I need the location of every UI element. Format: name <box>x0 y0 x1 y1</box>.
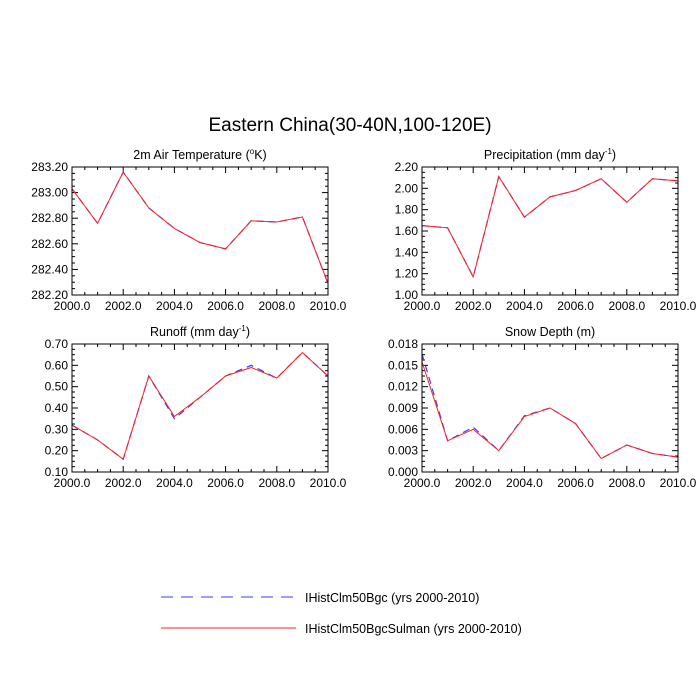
y-tick-label: 283.00 <box>31 186 68 200</box>
legend-label-1: IHistClm50Bgc (yrs 2000-2010) <box>305 591 479 605</box>
panel-2: Precipitation (mm day-1) 2000.0 2002.0 2004… <box>395 147 697 313</box>
y-tick-label: 0.018 <box>388 337 418 351</box>
y-tick-label: 0.009 <box>388 401 418 415</box>
y-tick-label: 0.30 <box>45 422 69 436</box>
y-tick-label: 282.60 <box>31 237 68 251</box>
x-tick-label: 2008.0 <box>258 299 295 313</box>
axis-ticks <box>71 343 329 473</box>
x-tick-label: 2010.0 <box>310 299 347 313</box>
panel-title-text: 2m Air Temperature ( <box>133 148 250 162</box>
x-tick-label: 2010.0 <box>660 299 697 313</box>
y-tick-label: 0.006 <box>388 422 418 436</box>
y-tick-label: 0.015 <box>388 358 418 372</box>
axis-ticks <box>421 166 679 296</box>
y-tick-label: 1.80 <box>395 203 419 217</box>
x-tick-label: 2006.0 <box>207 299 244 313</box>
y-tick-label: 1.60 <box>395 224 419 238</box>
x-tick-label: 2002.0 <box>455 299 492 313</box>
y-tick-label: 0.70 <box>45 337 69 351</box>
series-line-1 <box>72 170 328 284</box>
y-tick-label: 1.40 <box>395 245 419 259</box>
legend-label-2: IHistClm50BgcSulman (yrs 2000-2010) <box>305 622 522 636</box>
x-tick-label: 2010.0 <box>310 476 347 490</box>
panel-4: Snow Depth (m) 2000.0 2002.0 2004.0 2006.0 20… <box>388 325 697 490</box>
panel-title-text: Precipitation (mm day <box>484 148 606 162</box>
y-tick-label: 283.20 <box>31 160 68 174</box>
x-tick-label: 2000.0 <box>404 476 441 490</box>
plot-frame <box>71 343 329 473</box>
y-tick-label: 0.60 <box>45 358 69 372</box>
y-tick-label: 0.20 <box>45 444 69 458</box>
y-tick-label: 0.012 <box>388 380 418 394</box>
y-tick-label: 0.40 <box>45 401 69 415</box>
series-line-1 <box>72 351 328 461</box>
y-tick-label: 2.00 <box>395 181 419 195</box>
y-tick-label: 0.000 <box>388 465 418 479</box>
axis-ticks <box>71 166 329 296</box>
x-tick-label: 2002.0 <box>105 476 142 490</box>
panel-title: 2m Air Temperature (oK) <box>133 147 266 162</box>
panel-1: 2m Air Temperature (oK) 2000.0 2002.0 2004.… <box>31 147 346 313</box>
x-tick-label: 2008.0 <box>608 476 645 490</box>
panel-3: Runoff (mm day-1) 2000.0 2002.0 2004.0 2006.… <box>45 324 347 490</box>
x-tick-label: 2006.0 <box>557 299 594 313</box>
y-tick-label: 282.20 <box>31 288 68 302</box>
x-tick-label: 2008.0 <box>258 476 295 490</box>
panel-title-tail: ) <box>246 325 250 339</box>
y-tick-label: 2.20 <box>395 160 419 174</box>
panel-title-text: Snow Depth (m) <box>505 325 595 339</box>
plot-frame <box>421 166 679 296</box>
series-line-2 <box>72 171 328 284</box>
x-tick-label: 2004.0 <box>506 299 543 313</box>
plot-frame <box>421 343 679 473</box>
y-tick-label: 282.80 <box>31 211 68 225</box>
legend: IHistClm50Bgc (yrs 2000-2010) IHistClm50B… <box>161 591 522 636</box>
panel-title: Runoff (mm day-1) <box>150 324 250 339</box>
panel-title: Precipitation (mm day-1) <box>484 147 616 162</box>
panel-title: Snow Depth (m) <box>505 325 595 339</box>
x-tick-label: 2002.0 <box>105 299 142 313</box>
figure-title: Eastern China(30-40N,100-120E) <box>208 115 491 136</box>
plot-frame <box>71 166 329 296</box>
series-line-2 <box>72 351 328 461</box>
panels: 2m Air Temperature (oK) 2000.0 2002.0 2004.… <box>31 147 696 490</box>
panel-title-tail: ) <box>612 148 616 162</box>
panel-title-text: Runoff (mm day <box>150 325 239 339</box>
x-tick-label: 2006.0 <box>207 476 244 490</box>
y-tick-label: 282.40 <box>31 262 68 276</box>
x-tick-label: 2000.0 <box>54 299 91 313</box>
series-line-1 <box>422 175 678 279</box>
x-tick-label: 2000.0 <box>404 299 441 313</box>
y-tick-label: 1.00 <box>395 288 419 302</box>
x-tick-label: 2008.0 <box>608 299 645 313</box>
x-tick-label: 2002.0 <box>455 476 492 490</box>
x-tick-label: 2004.0 <box>506 476 543 490</box>
panel-title-superscript: -1 <box>605 147 613 156</box>
panel-title-superscript: o <box>250 147 255 156</box>
x-tick-label: 2006.0 <box>557 476 594 490</box>
y-tick-label: 1.20 <box>395 267 419 281</box>
panel-title-superscript: -1 <box>239 324 247 333</box>
series-line-2 <box>422 361 678 460</box>
y-tick-label: 0.10 <box>45 465 69 479</box>
series-line-2 <box>422 175 678 279</box>
y-tick-label: 0.003 <box>388 444 418 458</box>
y-tick-label: 0.50 <box>45 380 69 394</box>
panel-title-tail: K) <box>254 148 267 162</box>
x-tick-label: 2004.0 <box>156 476 193 490</box>
x-tick-label: 2010.0 <box>660 476 697 490</box>
x-tick-label: 2000.0 <box>54 476 91 490</box>
series-line-1 <box>422 353 678 460</box>
x-tick-label: 2004.0 <box>156 299 193 313</box>
